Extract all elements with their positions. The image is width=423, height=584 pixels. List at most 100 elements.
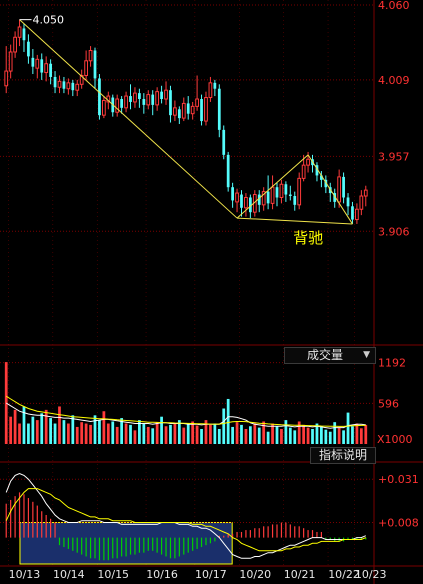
x-axis-tick-label: 10/16 (146, 568, 178, 581)
volume-bar (66, 423, 70, 444)
volume-bar (364, 424, 368, 444)
volume-bar (62, 420, 66, 444)
candle-body (315, 165, 319, 176)
candle-body (155, 91, 160, 106)
volume-bar (124, 423, 128, 444)
candle-body (293, 196, 297, 205)
volume-ma-long (5, 395, 366, 427)
candle-body (226, 154, 230, 188)
volume-bar (53, 423, 57, 444)
candle-body (346, 197, 350, 207)
trend-line (19, 19, 238, 219)
volume-indicator-dropdown[interactable]: 成交量 ▼ (284, 347, 376, 364)
volume-bar (306, 427, 310, 444)
volume-bar (217, 428, 221, 444)
volume-bar (275, 426, 279, 444)
candle-body (359, 195, 364, 210)
chevron-down-icon: ▼ (363, 350, 370, 360)
candle-body (181, 102, 186, 119)
volume-bar (18, 423, 21, 444)
volume-bar (293, 430, 297, 444)
candle-body (324, 179, 328, 188)
price-axis-tick-label: 4.009 (378, 74, 410, 87)
volume-bar (244, 428, 248, 444)
candle-body (133, 92, 137, 103)
volume-bar (9, 416, 13, 444)
volume-bar (169, 424, 172, 444)
volume-bar (195, 425, 199, 444)
candle-body (169, 90, 172, 116)
candle-body (22, 28, 26, 41)
candle-body (13, 36, 17, 53)
candle-body (284, 184, 288, 195)
volume-bar (106, 423, 110, 444)
volume-bar (297, 421, 301, 444)
volume-bar (257, 427, 261, 444)
x-axis-tick-label: 10/23 (355, 568, 387, 581)
volume-bar (111, 421, 115, 444)
x-axis-tick-label: 10/14 (53, 568, 85, 581)
volume-axis-tick-label: 1192 (378, 357, 406, 370)
volume-bar (302, 424, 306, 444)
volume-bar (75, 426, 79, 444)
volume-bar (129, 424, 132, 444)
candle-body (129, 96, 132, 102)
candle-body (17, 26, 22, 38)
candle-body (88, 50, 93, 62)
candle-body (244, 196, 248, 209)
volume-bar (98, 420, 101, 444)
volume-bar (346, 412, 350, 444)
candle-body (79, 74, 84, 85)
candle-body (4, 70, 9, 87)
volume-bar (248, 426, 252, 444)
volume-bar (328, 431, 332, 444)
candle-body (31, 57, 35, 67)
volume-bar (320, 426, 323, 444)
volume-bar (155, 422, 159, 444)
candle-body (138, 93, 141, 100)
macd-dea-line (5, 488, 366, 552)
macd-axis-tick-label: +0.031 (378, 473, 419, 486)
volume-bar (355, 423, 359, 444)
price-axis-tick-label: 4.060 (378, 0, 410, 12)
volume-bar (173, 423, 177, 444)
volume-bar (40, 413, 44, 444)
volume-bar (262, 421, 266, 444)
volume-bar (284, 420, 288, 444)
candle-body (53, 76, 57, 88)
volume-bar (337, 427, 341, 444)
candle-body (351, 206, 354, 220)
candle-body (120, 99, 124, 108)
candle-body (142, 99, 146, 105)
candle-body (98, 78, 101, 116)
price-axis-tick-label: 3.906 (378, 225, 410, 238)
volume-bar (240, 424, 243, 444)
candle-body (306, 158, 310, 166)
candle-body (66, 82, 71, 90)
candle-body (213, 82, 217, 89)
x-axis-tick-label: 10/21 (284, 568, 316, 581)
volume-bar (182, 427, 186, 444)
volume-bar (160, 416, 163, 444)
indicator-info-button[interactable]: 指标说明 (310, 447, 376, 464)
candle-body (337, 176, 342, 203)
volume-bar (235, 422, 239, 444)
volume-bar (231, 426, 234, 444)
candle-body (40, 59, 44, 73)
volume-bar (164, 426, 168, 444)
volume-dropdown-label: 成交量 (307, 348, 344, 362)
candle-body (235, 192, 239, 203)
candle-body (261, 191, 266, 206)
volume-bar (288, 427, 292, 444)
volume-bar (89, 424, 92, 444)
candle-body (173, 107, 177, 116)
candle-body (75, 83, 80, 91)
volume-bar (186, 423, 190, 444)
volume-bar (253, 423, 257, 444)
high-price-label: 4.050 (33, 14, 65, 27)
candle-body (342, 176, 345, 198)
trend-line (237, 217, 353, 225)
candle-body (57, 80, 62, 88)
macd-dif-line (5, 472, 366, 559)
volume-bar (280, 428, 283, 444)
